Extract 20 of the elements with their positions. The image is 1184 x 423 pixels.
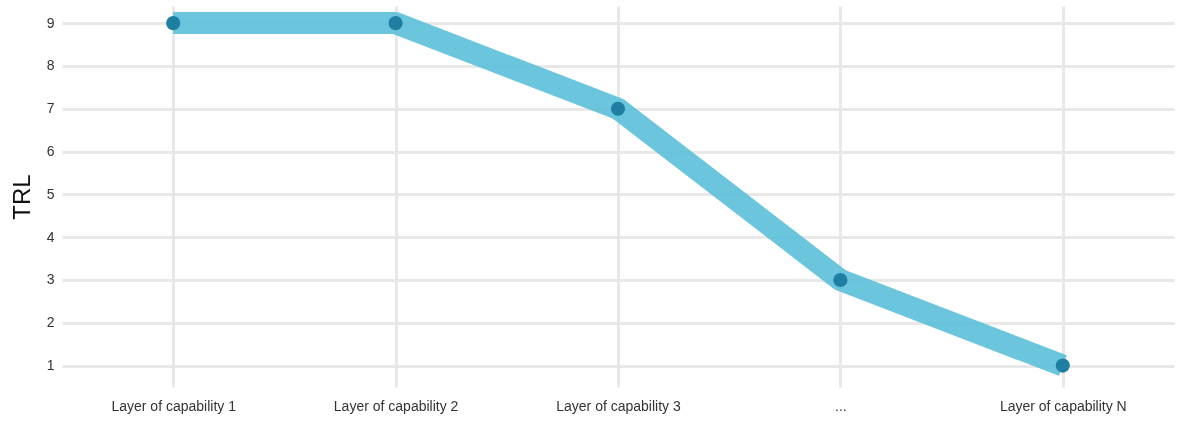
- y-axis-title: TRL: [7, 174, 35, 220]
- y-tick-label: 8: [46, 57, 55, 74]
- y-tick-label: 7: [46, 100, 55, 117]
- y-tick-label: 3: [46, 271, 55, 288]
- y-tick-label: 4: [46, 228, 55, 245]
- x-tick-label: Layer of capability N: [999, 397, 1127, 414]
- x-tick-label: Layer of capability 1: [111, 397, 237, 414]
- point: [833, 272, 848, 288]
- y-tick-label: 9: [46, 14, 55, 31]
- point: [1055, 358, 1070, 373]
- y-tick-label: 2: [46, 314, 55, 331]
- point: [610, 101, 626, 116]
- y-tick-label: 1: [46, 357, 55, 374]
- point: [166, 16, 181, 31]
- y-tick-label: 6: [46, 143, 55, 160]
- point: [388, 16, 403, 31]
- y-tick-label: 5: [46, 185, 55, 202]
- x-tick-label: Layer of capability 2: [333, 397, 459, 414]
- x-tick-label: ...: [835, 397, 847, 414]
- x-tick-label: Layer of capability 3: [556, 397, 681, 414]
